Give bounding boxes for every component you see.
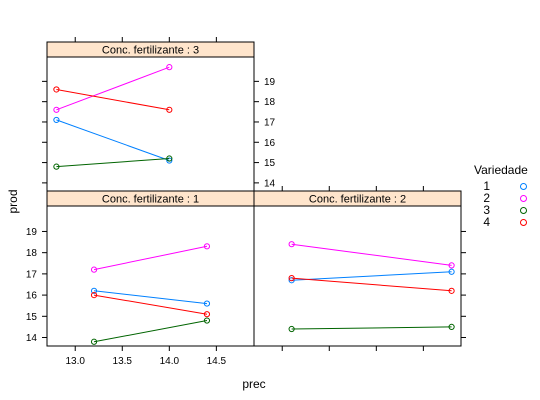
legend-symbol-4 <box>520 219 527 226</box>
series-line-1-panel-2 <box>93 290 208 305</box>
data-point-4-panel-3 <box>288 275 295 282</box>
y-tick-label-left: 16 <box>26 291 38 302</box>
y-tick-label-left: 19 <box>26 227 38 238</box>
legend-label-4: 4 <box>483 215 490 229</box>
x-tick-label: 14.5 <box>207 356 227 367</box>
y-tick-label-left: 14 <box>26 333 38 344</box>
panel-frame-1 <box>46 56 255 192</box>
data-point-2-panel-2 <box>203 243 211 250</box>
panel-strip-label-3: Conc. fertilizante : 2 <box>309 194 406 206</box>
y-tick-label-right: 17 <box>264 117 276 128</box>
data-point-4-panel-1 <box>166 106 173 113</box>
series-line-2-panel-3 <box>291 243 452 266</box>
legend-symbol-3 <box>520 207 527 214</box>
data-point-4-panel-3 <box>448 287 455 294</box>
y-tick-label-right: 19 <box>264 77 276 88</box>
legend-label-1: 1 <box>483 179 490 193</box>
series-line-3-panel-3 <box>291 326 452 330</box>
legend-entry-1: 1 <box>474 180 540 192</box>
y-tick-label-right: 14 <box>264 178 276 189</box>
x-tick-label: 13.0 <box>65 356 85 367</box>
data-point-2-panel-3 <box>288 241 295 248</box>
data-point-2-panel-2 <box>90 266 98 273</box>
legend-symbol-2 <box>520 195 527 202</box>
legend-entry-2: 2 <box>474 192 540 204</box>
legend-label-3: 3 <box>483 203 490 217</box>
data-point-4-panel-2 <box>90 291 98 299</box>
data-point-3-panel-1 <box>53 163 60 170</box>
series-line-4-panel-3 <box>291 277 452 292</box>
series-line-2-panel-1 <box>56 66 170 111</box>
data-point-3-panel-2 <box>90 338 98 345</box>
y-tick-label-left: 15 <box>26 312 38 323</box>
series-line-1-panel-3 <box>291 271 452 281</box>
legend-symbol-1 <box>520 183 527 190</box>
legend-entry-4: 4 <box>474 216 540 228</box>
panel-strip-label-1: Conc. fertilizante : 3 <box>102 45 199 57</box>
data-point-3-panel-2 <box>203 317 211 324</box>
data-point-1-panel-2 <box>203 300 211 307</box>
data-point-1-panel-3 <box>448 268 455 275</box>
x-axis-title: prec <box>242 377 265 391</box>
data-point-3-panel-3 <box>448 323 455 331</box>
data-point-2-panel-1 <box>53 106 60 113</box>
data-point-1-panel-2 <box>90 287 98 294</box>
y-tick-label-left: 17 <box>26 269 38 280</box>
legend: Variedade 1 2 3 4 <box>474 163 540 233</box>
data-point-3-panel-3 <box>288 325 295 333</box>
x-tick-label: 13.5 <box>113 356 133 367</box>
data-point-1-panel-1 <box>53 116 60 124</box>
data-point-2-panel-1 <box>166 64 173 71</box>
y-tick-label-right: 16 <box>264 138 276 149</box>
x-tick-label: 14.0 <box>160 356 180 367</box>
legend-label-2: 2 <box>483 191 490 205</box>
y-tick-label-left: 18 <box>26 248 38 259</box>
legend-title: Variedade <box>474 163 528 177</box>
series-line-2-panel-2 <box>93 245 208 271</box>
panel-frame-3 <box>253 205 462 347</box>
legend-entry-3: 3 <box>474 204 540 216</box>
series-line-1-panel-1 <box>56 119 170 161</box>
panel-frame-2 <box>46 205 255 347</box>
series-line-4-panel-1 <box>56 89 170 111</box>
series-line-3-panel-1 <box>56 158 170 168</box>
data-point-4-panel-1 <box>53 86 60 93</box>
y-tick-label-right: 15 <box>264 158 276 169</box>
y-axis-title: prod <box>6 189 20 213</box>
data-point-1-panel-1 <box>166 157 173 164</box>
data-point-2-panel-3 <box>448 262 455 269</box>
data-point-4-panel-2 <box>203 311 211 318</box>
series-line-4-panel-2 <box>93 294 208 315</box>
series-line-3-panel-2 <box>93 320 208 343</box>
data-point-3-panel-1 <box>166 155 173 162</box>
panel-strip-label-2: Conc. fertilizante : 1 <box>102 194 199 206</box>
y-tick-label-right: 18 <box>264 97 276 108</box>
